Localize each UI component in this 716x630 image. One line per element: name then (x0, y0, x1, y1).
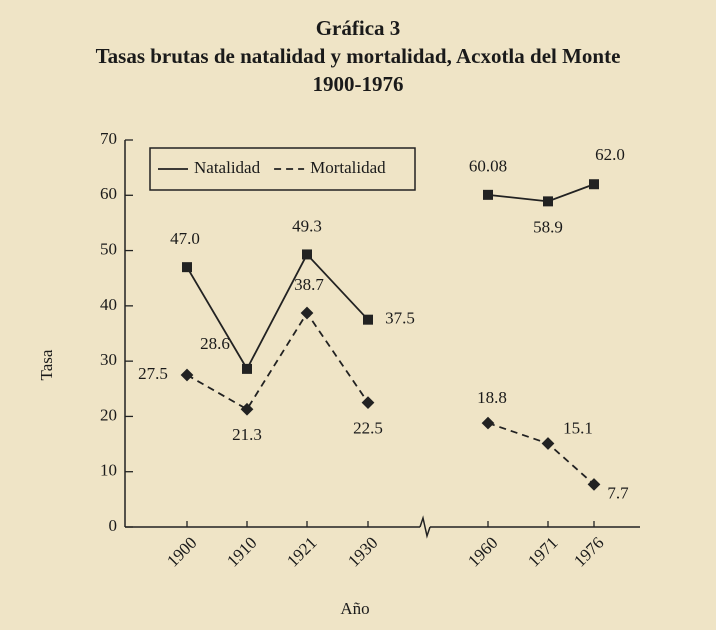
marker (240, 402, 254, 416)
x-axis-label: Año (340, 599, 369, 618)
marker (302, 249, 312, 260)
series-line (186, 252, 369, 371)
marker (242, 363, 252, 374)
data-label: 47.0 (170, 229, 200, 248)
axis-break (419, 515, 431, 539)
marker (180, 368, 194, 382)
marker (300, 306, 314, 320)
data-label: 60.08 (469, 157, 507, 176)
y-tick-label: 40 (100, 295, 117, 314)
y-tick-label: 0 (109, 516, 118, 535)
marker (481, 416, 495, 430)
marker (182, 262, 192, 273)
y-tick-label: 30 (100, 350, 117, 369)
data-label: 38.7 (294, 275, 324, 294)
y-tick-label: 10 (100, 461, 117, 480)
marker (483, 189, 493, 200)
marker (543, 196, 553, 207)
data-label: 22.5 (353, 419, 383, 438)
chart-subtitle: 1900-1976 (313, 72, 404, 96)
legend-box (149, 147, 416, 191)
y-tick-label: 70 (100, 129, 117, 148)
legend-label: Natalidad (194, 158, 261, 177)
data-label: 37.5 (385, 309, 415, 328)
data-label: 15.1 (563, 418, 593, 437)
data-label: 28.6 (200, 334, 230, 353)
series-line (186, 311, 369, 411)
marker (361, 396, 375, 409)
marker (363, 314, 373, 325)
y-axis-label: Tasa (37, 349, 56, 380)
chart-title: Gráfica 3 (316, 16, 401, 40)
y-tick-label: 50 (100, 239, 117, 258)
data-label: 18.8 (477, 388, 507, 407)
y-tick-label: 60 (100, 184, 117, 203)
data-label: 27.5 (138, 364, 168, 383)
data-label: 7.7 (607, 483, 629, 502)
data-label: 62.0 (595, 145, 625, 164)
legend-label: Mortalidad (310, 158, 386, 177)
marker (589, 179, 599, 190)
data-label: 49.3 (292, 216, 322, 235)
y-tick-label: 20 (100, 405, 117, 424)
data-label: 58.9 (533, 217, 563, 236)
chart-subtitle: Tasas brutas de natalidad y mortalidad, … (96, 44, 621, 68)
data-label: 21.3 (232, 425, 262, 444)
